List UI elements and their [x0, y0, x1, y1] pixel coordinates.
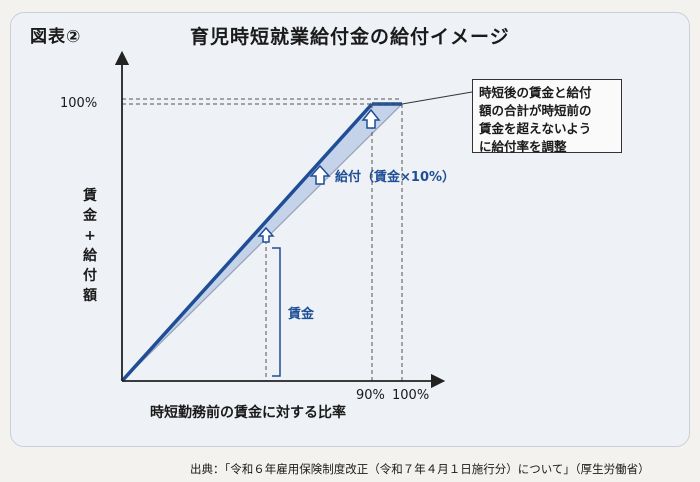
wage-bracket	[272, 247, 281, 377]
y-axis-label-char: +	[84, 228, 96, 244]
y-axis-label-char: 賃	[83, 188, 97, 204]
callout-connector	[401, 91, 473, 105]
up-arrow-icon	[257, 226, 275, 243]
up-arrow-icon	[361, 108, 381, 129]
x-tick-100: 100%	[392, 388, 429, 403]
y-tick-100: 100%	[60, 96, 98, 111]
x-tick-90: 90%	[356, 388, 385, 403]
callout-line: 賃金を超えないよう	[479, 121, 592, 136]
callout-line: 額の合計が時短前の	[479, 103, 592, 118]
callout-box: 時短後の賃金と給付 額の合計が時短前の 賃金を超えないよう に給付率を調整	[472, 79, 622, 154]
y-axis-label-char: 額	[83, 288, 97, 304]
total-line	[120, 102, 374, 383]
wage-line-lower	[121, 103, 403, 382]
up-arrow-icon	[309, 164, 331, 185]
x-axis-label: 時短勤務前の賃金に対する比率	[150, 405, 346, 421]
figure-title: 育児時短就業給付金の給付イメージ	[190, 26, 510, 48]
y-axis-label-char: 付	[83, 268, 97, 284]
wage-label: 賃金	[287, 306, 315, 322]
callout-line: 時短後の賃金と給付	[479, 85, 592, 100]
source-footer: 出典：「令和６年雇用保険制度改正（令和７年４月１日施行分）について」（厚生労働省…	[190, 462, 650, 476]
callout-line: に給付率を調整	[479, 139, 567, 154]
benefit-label: 給付（賃金×10%）	[335, 169, 455, 185]
y-axis-label: 賃 金 + 給 付 額	[80, 186, 100, 306]
figure-label: 図表②	[30, 27, 82, 47]
y-axis-label-char: 金	[83, 208, 97, 224]
y-axis-label-char: 給	[83, 248, 97, 264]
